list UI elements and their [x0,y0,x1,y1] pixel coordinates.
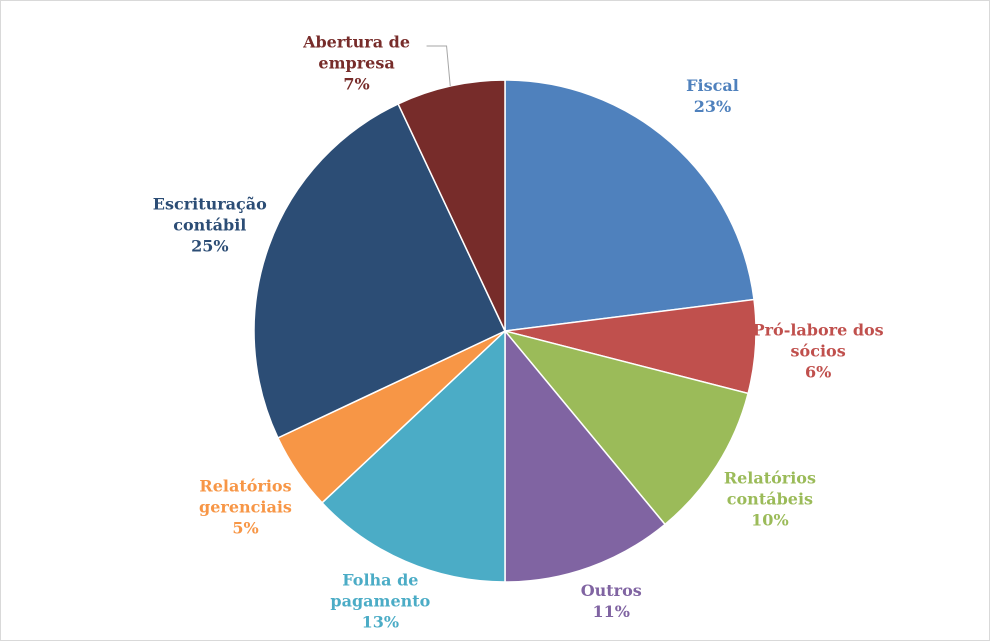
category-label: Outros [580,581,642,600]
category-label: Fiscal [686,75,739,95]
slice-label: Escrituração contábil 25% [125,193,295,256]
pie-slice [253,102,506,439]
leader-line [426,45,451,87]
value-label: 11% [592,602,630,621]
value-label: 10% [751,510,789,530]
slice-label: Pró-labore dos sócios 6% [733,319,903,382]
category-label: Abertura de empresa [303,32,411,73]
slice-label: Relatórios gerenciais 5% [161,476,331,539]
value-label: 7% [343,74,370,94]
pie-slice [504,328,667,583]
pie-slice [397,79,506,332]
category-label: Pró-labore dos sócios [752,320,884,361]
value-label: 25% [191,236,229,256]
value-label: 13% [361,612,400,632]
slice-label: Folha de pagamento 13% [295,570,465,633]
value-label: 6% [804,362,832,382]
category-label: Relatórios gerenciais [199,476,292,517]
pie-slice [504,79,755,332]
slice-label: Fiscal 23% [627,75,797,117]
pie-slice [502,329,750,526]
value-label: 23% [693,96,732,116]
category-label: Escrituração contábil [152,194,267,235]
slice-label: Outros 11% [526,580,696,622]
value-label: 5% [232,518,259,538]
category-label: Folha de pagamento [330,570,431,611]
slice-label: Abertura de empresa 7% [272,32,442,95]
slice-label: Relatórios contábeis 10% [685,468,855,531]
category-label: Relatórios contábeis [723,468,816,509]
pie-slice [320,329,506,583]
